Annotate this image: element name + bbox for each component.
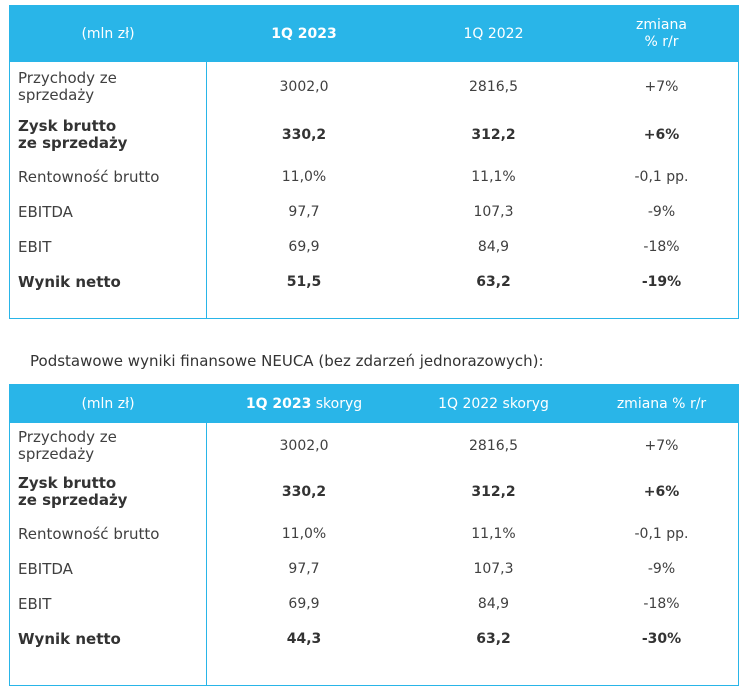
table-row: Rentowność brutto 11,0% 11,1% -0,1 pp. xyxy=(10,159,738,194)
header-unit: (mln zł) xyxy=(81,396,135,412)
adjusted-results-table: (mln zł) 1Q 2023 skoryg 1Q 2022 skoryg z… xyxy=(9,384,739,686)
table-row: Zysk brutto ze sprzedaży 330,2 312,2 +6% xyxy=(10,111,738,159)
value-1q2023: 69,9 xyxy=(288,238,320,255)
value-1q2022: 84,9 xyxy=(477,238,510,255)
value-1q2023: 3002,0 xyxy=(279,79,329,95)
table-row: EBIT 69,9 84,9 -18% xyxy=(10,229,738,264)
row-label: Zysk brutto ze sprzedaży xyxy=(18,474,128,509)
table-header: (mln zł) 1Q 2023 1Q 2022 zmiana % r/r xyxy=(10,6,738,63)
column-divider xyxy=(206,385,207,685)
value-1q2022: 2816,5 xyxy=(469,438,518,454)
value-1q2023: 51,5 xyxy=(286,273,322,290)
row-label: Przychody ze sprzedaży xyxy=(18,428,117,463)
value-1q2022: 84,9 xyxy=(477,595,510,612)
row-label: EBIT xyxy=(18,237,52,256)
table-row: EBITDA 97,7 107,3 -9% xyxy=(10,551,738,586)
value-change: -19% xyxy=(641,273,682,290)
value-1q2022: 63,2 xyxy=(476,630,511,647)
row-label: EBIT xyxy=(18,594,52,613)
header-1q2022-adjusted: 1Q 2022 skoryg xyxy=(438,396,549,412)
row-label: Rentowność brutto xyxy=(18,167,160,186)
row-label: Wynik netto xyxy=(18,272,121,291)
value-1q2022: 312,2 xyxy=(471,484,516,500)
table-row: Przychody ze sprzedaży 3002,0 2816,5 +7% xyxy=(10,424,738,468)
value-change: -18% xyxy=(643,595,680,612)
header-1q2023: 1Q 2023 xyxy=(271,26,337,42)
row-label: EBITDA xyxy=(18,559,73,578)
table-row: Wynik netto 44,3 63,2 -30% xyxy=(10,621,738,656)
value-change: -9% xyxy=(647,560,676,577)
row-label: Przychody ze sprzedaży xyxy=(18,69,117,104)
row-label: Rentowność brutto xyxy=(18,524,160,543)
value-1q2023: 69,9 xyxy=(288,595,320,612)
value-change: +7% xyxy=(644,79,679,95)
value-1q2023: 97,7 xyxy=(288,203,320,220)
header-unit: (mln zł) xyxy=(81,26,135,42)
value-1q2022: 312,2 xyxy=(471,127,516,143)
value-1q2022: 11,1% xyxy=(471,168,516,185)
value-change: +7% xyxy=(644,438,679,454)
financial-results-table: (mln zł) 1Q 2023 1Q 2022 zmiana % r/r Pr… xyxy=(9,5,739,319)
header-change: zmiana % r/r xyxy=(636,17,687,50)
table-row: EBIT 69,9 84,9 -18% xyxy=(10,586,738,621)
value-1q2022: 107,3 xyxy=(473,560,514,577)
value-change: +6% xyxy=(643,127,680,143)
header-change: zmiana % r/r xyxy=(616,396,707,412)
header-1q2022: 1Q 2022 xyxy=(463,26,524,42)
value-1q2022: 11,1% xyxy=(471,525,516,542)
table-header: (mln zł) 1Q 2023 skoryg 1Q 2022 skoryg z… xyxy=(10,385,738,424)
value-change: -0,1 pp. xyxy=(634,168,689,185)
row-label: EBITDA xyxy=(18,202,73,221)
value-change: -30% xyxy=(641,630,682,647)
value-1q2023: 97,7 xyxy=(288,560,320,577)
value-1q2023: 11,0% xyxy=(281,525,327,542)
value-1q2022: 107,3 xyxy=(473,203,514,220)
value-1q2023: 11,0% xyxy=(281,168,327,185)
table-row: EBITDA 97,7 107,3 -9% xyxy=(10,194,738,229)
column-divider xyxy=(206,6,207,318)
table-row: Przychody ze sprzedaży 3002,0 2816,5 +7% xyxy=(10,63,738,111)
value-1q2023: 3002,0 xyxy=(279,438,329,454)
value-1q2023: 44,3 xyxy=(286,630,322,647)
value-change: -18% xyxy=(643,238,680,255)
value-change: +6% xyxy=(643,484,680,500)
value-1q2022: 63,2 xyxy=(476,273,511,290)
header-1q2023-adjusted: 1Q 2023 skoryg xyxy=(245,396,363,412)
value-change: -0,1 pp. xyxy=(634,525,689,542)
value-1q2023: 330,2 xyxy=(281,127,327,143)
value-change: -9% xyxy=(647,203,676,220)
row-label: Zysk brutto ze sprzedaży xyxy=(18,117,128,152)
value-1q2023: 330,2 xyxy=(281,484,327,500)
row-label: Wynik netto xyxy=(18,629,121,648)
table-row: Rentowność brutto 11,0% 11,1% -0,1 pp. xyxy=(10,516,738,551)
value-1q2022: 2816,5 xyxy=(469,79,518,95)
table-caption: Podstawowe wyniki finansowe NEUCA (bez z… xyxy=(30,352,544,370)
table-row: Wynik netto 51,5 63,2 -19% xyxy=(10,264,738,299)
table-row: Zysk brutto ze sprzedaży 330,2 312,2 +6% xyxy=(10,468,738,516)
